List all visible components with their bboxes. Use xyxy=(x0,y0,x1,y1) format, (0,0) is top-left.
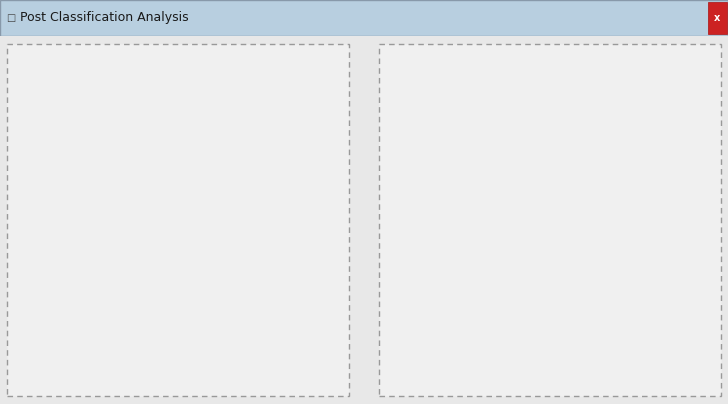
Text: x: x xyxy=(714,13,720,23)
X-axis label: Number of Zones: Number of Zones xyxy=(512,372,625,386)
Text: Post Classification Analysis: Post Classification Analysis xyxy=(20,11,189,24)
Text: □: □ xyxy=(6,13,15,23)
X-axis label: Number of Zones: Number of Zones xyxy=(141,372,254,386)
Title: Fuzziness Performance Index: Fuzziness Performance Index xyxy=(466,58,671,71)
Bar xyxy=(708,2,727,34)
Title: Normalized Classification Entropy: Normalized Classification Entropy xyxy=(79,58,315,71)
